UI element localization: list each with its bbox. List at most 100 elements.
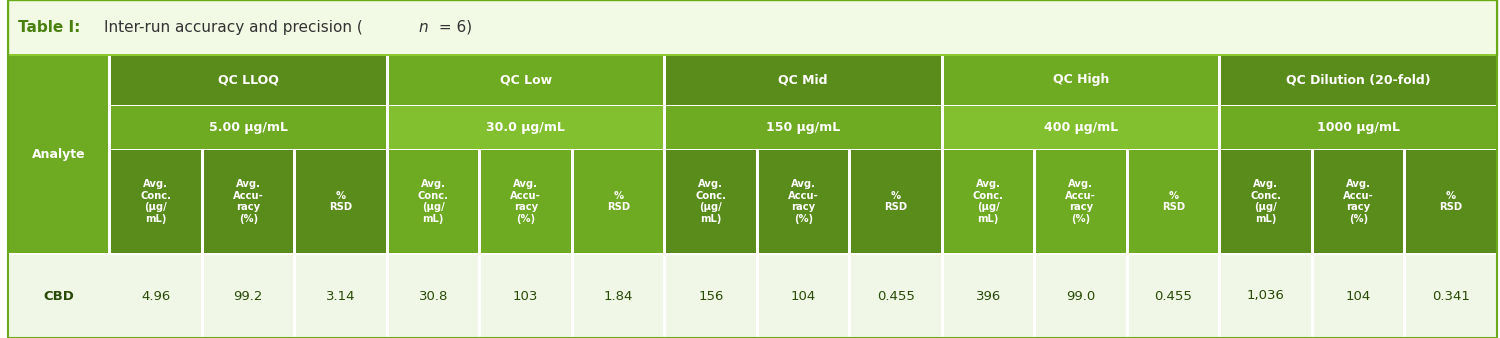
Bar [386,55,388,254]
Bar [942,55,1220,105]
Bar [756,254,759,338]
Text: 1000 μg/mL: 1000 μg/mL [1317,121,1400,134]
Text: QC Dilution (20-fold): QC Dilution (20-fold) [1286,73,1431,87]
Bar [1125,149,1128,254]
Text: Table I:: Table I: [18,20,81,35]
Bar [110,55,387,105]
Bar [756,149,759,254]
Bar [942,149,1220,150]
Text: 103: 103 [513,290,538,303]
Bar [478,254,482,338]
Text: 400 μg/mL: 400 μg/mL [1044,121,1118,134]
Bar [1035,149,1126,254]
Bar [8,55,109,254]
Text: %
RSD: % RSD [884,191,908,212]
Text: 150 μg/mL: 150 μg/mL [766,121,840,134]
Text: 3.14: 3.14 [326,290,356,303]
Bar [940,254,944,338]
Bar [1404,254,1497,338]
Bar [940,55,944,254]
Bar [8,0,1497,55]
Bar [849,254,942,338]
Bar [201,149,204,254]
Text: 0.341: 0.341 [1432,290,1470,303]
Bar [387,149,480,254]
Text: QC Low: QC Low [500,73,552,87]
Bar [8,254,109,338]
Text: 99.2: 99.2 [234,290,262,303]
Text: 104: 104 [1346,290,1371,303]
Bar [572,254,664,338]
Bar [292,149,296,254]
Bar [572,149,664,254]
Bar [1311,149,1314,254]
Text: 104: 104 [790,290,816,303]
Bar [1126,254,1220,338]
Bar [201,254,204,338]
Text: Analyte: Analyte [32,148,86,161]
Bar [386,254,388,338]
Bar [1126,149,1220,254]
Bar [1218,55,1221,254]
Bar [1218,254,1221,338]
Text: 156: 156 [698,290,723,303]
Bar [202,254,294,338]
Text: Inter-run accuracy and precision (: Inter-run accuracy and precision ( [104,20,363,35]
Text: Avg.
Accu-
racy
(%): Avg. Accu- racy (%) [788,179,819,224]
Text: Avg.
Accu-
racy
(%): Avg. Accu- racy (%) [232,179,264,224]
Bar [387,149,664,150]
Text: n: n [419,20,428,35]
Bar [1220,55,1497,105]
Bar [8,253,1497,255]
Text: 1.84: 1.84 [603,290,633,303]
Text: Avg.
Conc.
(μg/
mL): Avg. Conc. (μg/ mL) [141,179,171,224]
Bar [1220,105,1497,106]
Bar [663,254,666,338]
Bar [387,105,664,106]
Text: 5.00 μg/mL: 5.00 μg/mL [209,121,288,134]
Text: Avg.
Accu-
racy
(%): Avg. Accu- racy (%) [510,179,542,224]
Text: 4.96: 4.96 [141,290,171,303]
Bar [664,254,758,338]
Bar [1312,149,1404,254]
Bar [942,105,1220,149]
Bar [758,149,849,254]
Bar [570,254,573,338]
Bar [847,149,850,254]
Text: Avg.
Accu-
racy
(%): Avg. Accu- racy (%) [1342,179,1374,224]
Bar [847,254,850,338]
Bar [1125,254,1128,338]
Bar [942,105,1220,106]
Text: 0.455: 0.455 [878,290,915,303]
Bar [294,254,387,338]
Text: QC High: QC High [1053,73,1108,87]
Bar [110,105,387,149]
Text: Avg.
Conc.
(μg/
mL): Avg. Conc. (μg/ mL) [974,179,1004,224]
Bar [1035,254,1126,338]
Bar [849,149,942,254]
Bar [664,105,942,106]
Text: QC LLOQ: QC LLOQ [217,73,279,87]
Text: %
RSD: % RSD [606,191,630,212]
Bar [1220,105,1497,149]
Text: Avg.
Conc.
(μg/
mL): Avg. Conc. (μg/ mL) [694,179,726,224]
Text: %
RSD: % RSD [328,191,352,212]
Bar [1034,149,1036,254]
Bar [758,254,849,338]
Text: QC Mid: QC Mid [778,73,828,87]
Bar [1312,254,1404,338]
Bar [110,149,387,150]
Bar [110,254,202,338]
Text: Avg.
Accu-
racy
(%): Avg. Accu- racy (%) [1065,179,1096,224]
Bar [1402,254,1406,338]
Text: 0.455: 0.455 [1155,290,1192,303]
Bar [478,149,482,254]
Bar [570,149,573,254]
Bar [387,105,664,149]
Bar [110,105,387,106]
Bar [664,55,942,105]
Bar [480,254,572,338]
Text: 1,036: 1,036 [1246,290,1284,303]
Text: CBD: CBD [44,290,74,303]
Text: = 6): = 6) [433,20,471,35]
